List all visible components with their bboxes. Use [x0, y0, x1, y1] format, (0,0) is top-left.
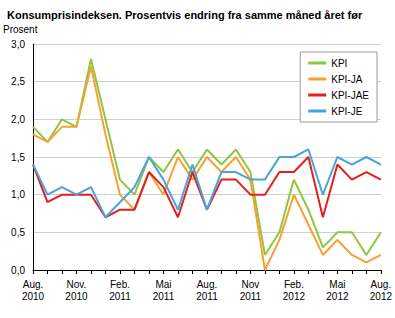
svg-text:2012: 2012	[283, 291, 306, 302]
svg-text:2,0: 2,0	[11, 114, 25, 125]
svg-text:1,0: 1,0	[11, 189, 25, 200]
svg-text:2010: 2010	[22, 291, 45, 302]
svg-text:Mai: Mai	[155, 279, 171, 290]
svg-text:2010: 2010	[65, 291, 88, 302]
svg-text:KPI-JAE: KPI-JAE	[331, 90, 369, 101]
svg-text:2011: 2011	[240, 291, 262, 302]
svg-text:KPI-JA: KPI-JA	[331, 74, 362, 85]
svg-text:Feb.: Feb.	[284, 279, 304, 290]
svg-text:Prosent: Prosent	[3, 24, 38, 35]
svg-text:Aug.: Aug.	[197, 279, 218, 290]
svg-text:Konsumprisindeksen. Prosentvis: Konsumprisindeksen. Prosentvis endring f…	[7, 9, 363, 21]
svg-text:Aug.: Aug.	[371, 279, 392, 290]
svg-text:Feb.: Feb.	[110, 279, 130, 290]
svg-text:Nov.: Nov.	[67, 279, 87, 290]
svg-text:1,5: 1,5	[11, 152, 25, 163]
svg-text:2011: 2011	[109, 291, 131, 302]
svg-text:Aug.: Aug.	[23, 279, 44, 290]
svg-text:KPI: KPI	[331, 58, 347, 69]
svg-text:2,5: 2,5	[11, 76, 25, 87]
svg-text:2011: 2011	[196, 291, 218, 302]
svg-text:3,0: 3,0	[11, 39, 25, 50]
svg-text:0,0: 0,0	[11, 265, 25, 276]
svg-text:Mai: Mai	[329, 279, 345, 290]
svg-text:KPI-JE: KPI-JE	[331, 106, 362, 117]
svg-text:Nov: Nov	[242, 279, 260, 290]
svg-text:0,5: 0,5	[11, 227, 25, 238]
svg-text:2012: 2012	[370, 291, 393, 302]
svg-text:2012: 2012	[326, 291, 349, 302]
svg-text:2011: 2011	[153, 291, 175, 302]
